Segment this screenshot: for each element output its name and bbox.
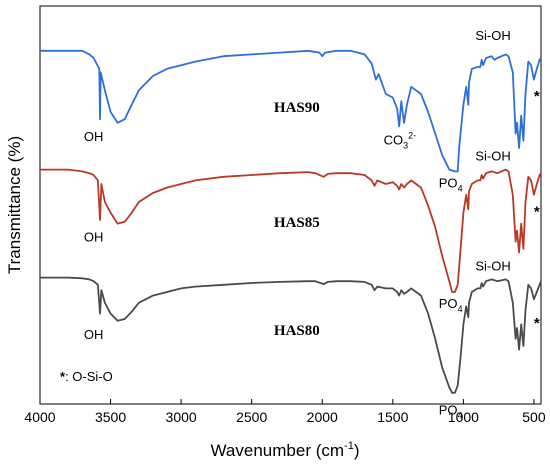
plot-frame xyxy=(39,5,542,405)
sample-label: HAS85 xyxy=(274,215,320,231)
x-tick-label: 3000 xyxy=(166,409,197,425)
x-tick-label: 500 xyxy=(522,409,546,425)
series-line-has80 xyxy=(40,276,542,394)
footnote: *: O-Si-O xyxy=(60,369,113,384)
x-tick-label: 2500 xyxy=(236,409,267,425)
oh-label: OH xyxy=(84,129,104,144)
co3-label: CO32- xyxy=(384,130,417,150)
si-oh-label: Si-OH xyxy=(475,28,510,43)
po4-label: PO4 xyxy=(439,176,463,194)
sample-label: HAS80 xyxy=(274,323,320,339)
oh-label: OH xyxy=(84,230,104,245)
series-line-has90 xyxy=(40,49,542,173)
sample-label: HAS90 xyxy=(274,100,320,116)
x-tick-label: 4000 xyxy=(24,409,55,425)
x-axis-label: Wavenumber (cm-1) xyxy=(211,440,360,460)
po4-label: PO4 xyxy=(439,402,463,420)
x-tick-label: 2000 xyxy=(307,409,338,425)
series-group xyxy=(40,49,542,394)
x-tick-label: 1000 xyxy=(448,409,479,425)
si-oh-label: Si-OH xyxy=(475,149,510,164)
po4-label: PO4 xyxy=(439,296,463,314)
oh-label: OH xyxy=(84,327,104,342)
o-si-o-marker: * xyxy=(534,315,540,332)
annotations-group: HAS90 HAS85 HAS80 OH OH OH Si-OH Si-OH Si-OH PO4 P… xyxy=(84,28,540,420)
x-axis-ticks: 4000 3500 3000 2500 2000 1500 1000 500 xyxy=(24,399,546,425)
o-si-o-marker: * xyxy=(534,203,540,220)
series-line-has85 xyxy=(40,168,542,293)
x-tick-label: 3500 xyxy=(95,409,126,425)
y-axis-label: Transmittance (%) xyxy=(5,136,24,274)
x-tick-label: 1500 xyxy=(377,409,408,425)
o-si-o-marker: * xyxy=(534,88,540,105)
si-oh-label: Si-OH xyxy=(475,258,510,273)
